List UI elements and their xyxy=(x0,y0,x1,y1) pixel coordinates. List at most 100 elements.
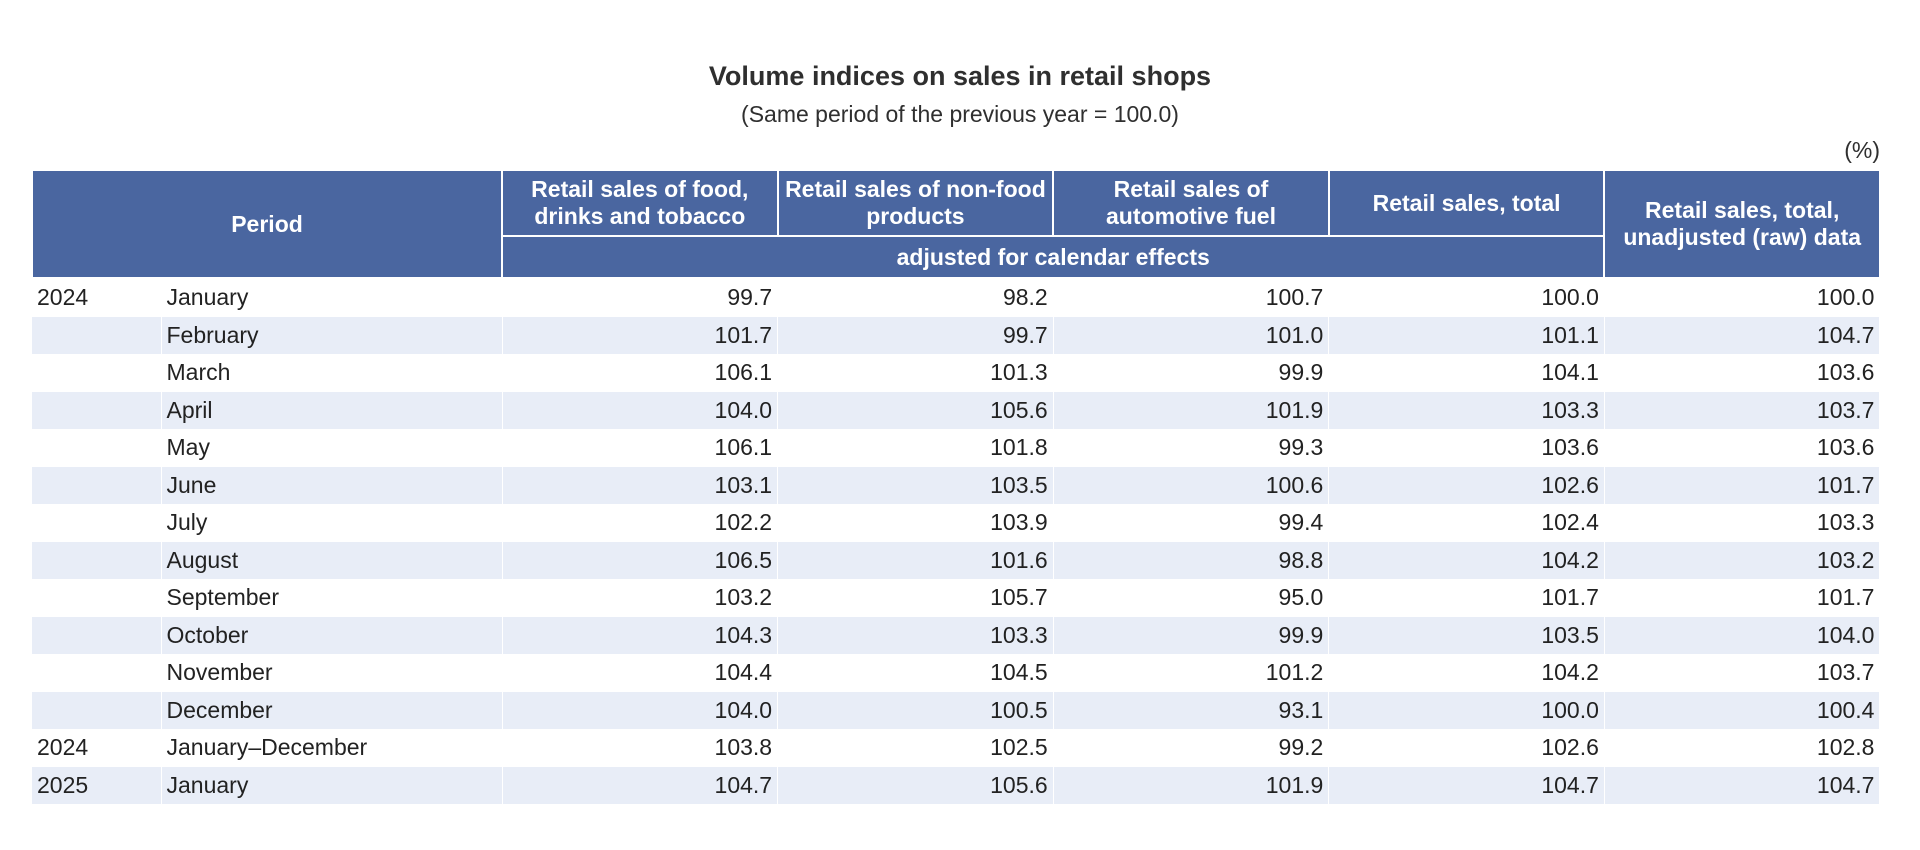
cell-total: 102.6 xyxy=(1328,729,1605,767)
cell-food: 103.8 xyxy=(501,729,779,767)
cell-period: August xyxy=(160,541,503,579)
header-total: Retail sales, total xyxy=(1327,169,1606,237)
table-subtitle: (Same period of the previous year = 100.… xyxy=(741,101,1179,127)
cell-total: 101.1 xyxy=(1328,316,1605,354)
cell-period: September xyxy=(160,579,503,617)
cell-food: 102.2 xyxy=(501,504,779,542)
cell-period: April xyxy=(160,391,503,429)
cell-year xyxy=(32,354,162,392)
table-row: November 104.4 104.5 101.2 104.2 103.7 xyxy=(32,654,1881,692)
table-row: July 102.2 103.9 99.4 102.4 103.3 xyxy=(32,504,1881,542)
cell-nonfood: 101.6 xyxy=(777,541,1054,579)
table-row: 2024 January 99.7 98.2 100.7 100.0 100.0 xyxy=(32,278,1881,317)
header-food: Retail sales of food, drinks and tobacco xyxy=(501,169,779,237)
cell-period: December xyxy=(160,691,503,729)
cell-raw: 104.7 xyxy=(1603,316,1881,354)
cell-food: 103.1 xyxy=(501,466,779,504)
cell-fuel: 101.0 xyxy=(1052,316,1330,354)
cell-year xyxy=(32,504,162,542)
cell-raw: 101.7 xyxy=(1603,579,1881,617)
cell-raw: 103.6 xyxy=(1603,429,1881,467)
cell-raw: 103.7 xyxy=(1603,654,1881,692)
table-row: April 104.0 105.6 101.9 103.3 103.7 xyxy=(32,391,1881,429)
cell-nonfood: 103.3 xyxy=(777,616,1054,654)
table-row: September 103.2 105.7 95.0 101.7 101.7 xyxy=(32,579,1881,617)
cell-year xyxy=(32,691,162,729)
cell-fuel: 99.9 xyxy=(1052,354,1330,392)
cell-food: 106.1 xyxy=(501,354,779,392)
cell-food: 104.0 xyxy=(501,691,779,729)
cell-nonfood: 100.5 xyxy=(777,691,1054,729)
cell-period: May xyxy=(160,429,503,467)
cell-nonfood: 98.2 xyxy=(777,278,1054,317)
cell-raw: 101.7 xyxy=(1603,466,1881,504)
table-row: 2024 January–December 103.8 102.5 99.2 102.6 1… xyxy=(32,729,1881,767)
cell-year xyxy=(32,466,162,504)
cell-fuel: 99.3 xyxy=(1052,429,1330,467)
cell-fuel: 95.0 xyxy=(1052,579,1330,617)
cell-total: 103.6 xyxy=(1328,429,1605,467)
cell-nonfood: 105.6 xyxy=(777,391,1054,429)
table-row: 2025 January 104.7 105.6 101.9 104.7 104.7 xyxy=(32,766,1881,804)
cell-nonfood: 99.7 xyxy=(777,316,1054,354)
cell-total: 104.2 xyxy=(1328,541,1605,579)
cell-raw: 104.7 xyxy=(1603,766,1881,804)
cell-nonfood: 101.3 xyxy=(777,354,1054,392)
cell-food: 104.3 xyxy=(501,616,779,654)
table-header: Period Retail sales of food, drinks and … xyxy=(30,169,1881,279)
cell-fuel: 100.7 xyxy=(1052,278,1330,317)
cell-raw: 104.0 xyxy=(1603,616,1881,654)
cell-raw: 100.0 xyxy=(1603,278,1881,317)
cell-food: 103.2 xyxy=(501,579,779,617)
cell-year xyxy=(32,316,162,354)
table-body: 2024 January 99.7 98.2 100.7 100.0 100.0 Februa… xyxy=(32,278,1881,804)
cell-year: 2024 xyxy=(32,278,162,317)
cell-total: 104.7 xyxy=(1328,766,1605,804)
table-title: Volume indices on sales in retail shops xyxy=(708,61,1212,91)
cell-period: November xyxy=(160,654,503,692)
cell-period: January–December xyxy=(160,729,503,767)
cell-period: January xyxy=(160,766,503,804)
table-row: March 106.1 101.3 99.9 104.1 103.6 xyxy=(32,354,1881,392)
table-row: August 106.5 101.6 98.8 104.2 103.2 xyxy=(32,541,1881,579)
cell-year: 2025 xyxy=(32,766,162,804)
cell-period: January xyxy=(160,278,503,317)
cell-year xyxy=(32,654,162,692)
cell-nonfood: 104.5 xyxy=(777,654,1054,692)
cell-fuel: 93.1 xyxy=(1052,691,1330,729)
cell-raw: 103.7 xyxy=(1603,391,1881,429)
cell-year xyxy=(32,579,162,617)
cell-food: 106.5 xyxy=(501,541,779,579)
cell-nonfood: 102.5 xyxy=(777,729,1054,767)
cell-total: 100.0 xyxy=(1328,278,1605,317)
cell-food: 106.1 xyxy=(501,429,779,467)
cell-total: 101.7 xyxy=(1328,579,1605,617)
cell-food: 101.7 xyxy=(501,316,779,354)
cell-fuel: 101.9 xyxy=(1052,391,1330,429)
cell-period: June xyxy=(160,466,503,504)
cell-total: 100.0 xyxy=(1328,691,1605,729)
cell-food: 104.7 xyxy=(501,766,779,804)
cell-total: 102.4 xyxy=(1328,504,1605,542)
header-adjusted-note: adjusted for calendar effects xyxy=(501,235,1606,279)
cell-nonfood: 103.5 xyxy=(777,466,1054,504)
cell-total: 103.5 xyxy=(1328,616,1605,654)
table-row: May 106.1 101.8 99.3 103.6 103.6 xyxy=(32,429,1881,467)
table-row: October 104.3 103.3 99.9 103.5 104.0 xyxy=(32,616,1881,654)
cell-nonfood: 105.6 xyxy=(777,766,1054,804)
cell-period: October xyxy=(160,616,503,654)
cell-year xyxy=(32,541,162,579)
cell-food: 99.7 xyxy=(501,278,779,317)
cell-nonfood: 103.9 xyxy=(777,504,1054,542)
cell-period: July xyxy=(160,504,503,542)
header-period: Period xyxy=(30,169,504,279)
cell-year xyxy=(32,616,162,654)
cell-food: 104.4 xyxy=(501,654,779,692)
cell-total: 103.3 xyxy=(1328,391,1605,429)
cell-period: February xyxy=(160,316,503,354)
header-nonfood: Retail sales of non-food products xyxy=(776,169,1055,237)
table-row: June 103.1 103.5 100.6 102.6 101.7 xyxy=(32,466,1881,504)
table-row: December 104.0 100.5 93.1 100.0 100.4 xyxy=(32,691,1881,729)
cell-food: 104.0 xyxy=(501,391,779,429)
